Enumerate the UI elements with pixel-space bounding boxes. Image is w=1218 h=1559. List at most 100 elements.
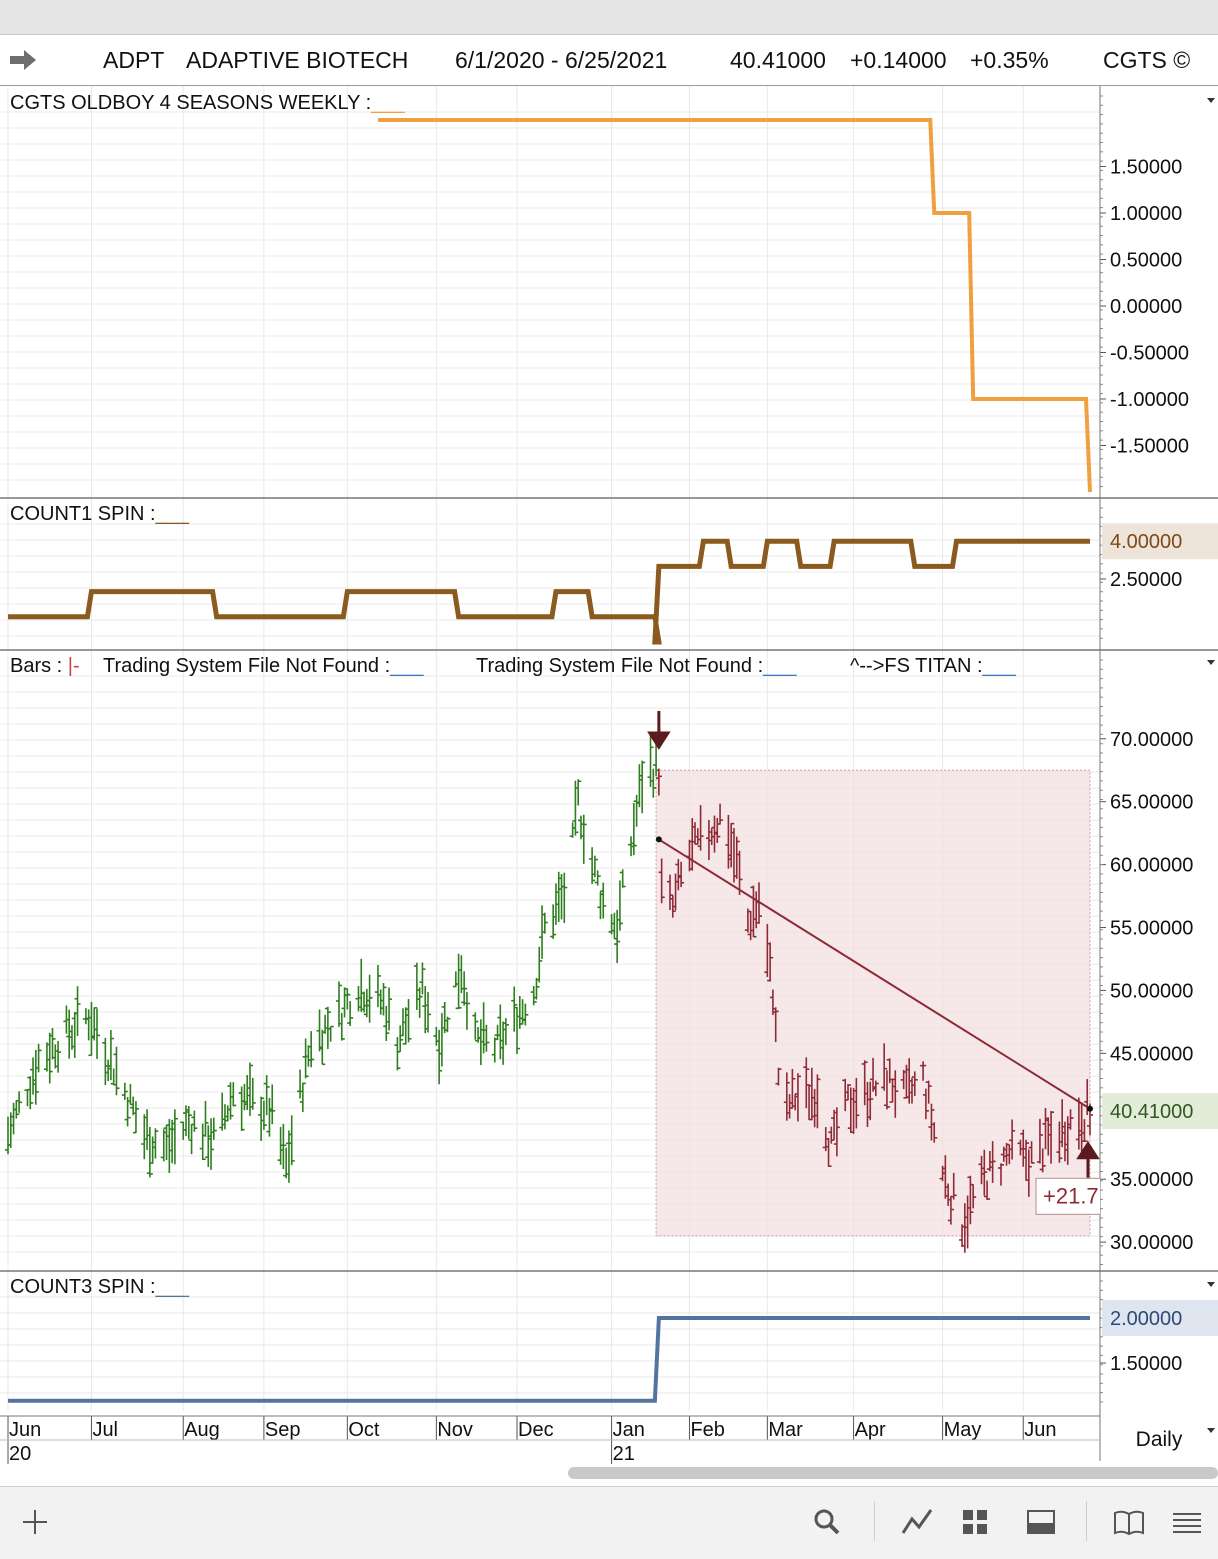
price-bar [814,1074,821,1129]
count1-last-value: 4.00000 [1110,531,1182,553]
svg-text:Bars : |-: Bars : |- [10,655,80,677]
price-bar [853,1077,860,1129]
price-bar [697,805,704,851]
quote-header: ADPT ADAPTIVE BIOTECH 6/1/2020 - 6/25/20… [0,35,1218,86]
book-icon[interactable] [1112,1505,1146,1539]
price-bar [249,1077,256,1110]
pane3-system1-label: Trading System File Not Found : [103,655,390,677]
price-bar [202,1100,209,1137]
date-range: 6/1/2020 - 6/25/2021 [455,47,668,73]
last-price: 40.41000 [730,47,826,73]
price-bar [861,1060,868,1106]
y-axis-label: 60.00000 [1110,855,1193,877]
x-axis-month-label: Jun [9,1419,41,1441]
bottom-toolbar [0,1486,1218,1559]
price-bar [1028,1141,1035,1164]
profit-label-group: +21.7 [1035,1177,1100,1215]
price-bar [94,1008,101,1059]
price-bar [299,1082,306,1113]
price-bar [892,1070,899,1118]
price-bar [630,803,637,856]
forward-arrow-icon[interactable] [8,49,38,71]
price-bar [789,1068,796,1109]
pane3-titan-label: ^-->FS TITAN : [850,655,983,677]
price-bar [594,870,601,886]
price-bar [327,1025,334,1042]
chart-area[interactable]: 1.50000 1.00000 0.50000 0.00000 -0.50000 -1.0… [0,86,1218,1464]
pane-menu-icon[interactable] [1207,1282,1215,1287]
price-bar [405,999,412,1043]
price-bar [35,1043,42,1073]
svg-text:COUNT3 SPIN :___: COUNT3 SPIN :___ [10,1276,190,1298]
price-bar [511,986,518,1032]
price-bar [338,1013,345,1041]
price-bar [1023,1139,1030,1181]
price-bar [561,872,568,924]
menu-icon[interactable] [1170,1505,1204,1539]
price-bar [455,953,462,1010]
x-axis-month-label: Aug [184,1419,220,1441]
price-bar [772,1007,779,1043]
price-bar [263,1075,270,1116]
price-bar [750,885,757,938]
price-bar [502,1018,509,1046]
x-axis-month-label: Jul [92,1419,118,1441]
price-bar [74,986,81,1036]
price-bar [872,1080,879,1097]
price-bar [989,1141,996,1183]
price-bar [825,1137,832,1167]
search-icon[interactable] [810,1505,844,1539]
y-axis-label: 2.50000 [1110,569,1182,591]
panel-icon[interactable] [1024,1505,1058,1539]
add-icon[interactable] [18,1505,52,1539]
y-axis-label: 35.00000 [1110,1169,1193,1191]
price-bar [463,991,470,1030]
pane-menu-icon[interactable] [1207,98,1215,103]
price-bar [920,1061,927,1081]
price-bar [308,1031,315,1068]
price-bar [1039,1148,1046,1173]
price-bar [49,1028,56,1060]
price-bar [210,1117,217,1140]
price-bar [208,1118,215,1170]
draw-icon[interactable] [900,1505,934,1539]
y-axis-label: 1.50000 [1110,1353,1182,1375]
y-axis-label: -0.50000 [1110,343,1189,365]
period-selector[interactable]: Daily [1100,1416,1218,1460]
x-axis-year-label: 20 [9,1443,31,1464]
x-axis-month-label: Sep [265,1419,301,1441]
count3-last-value-background [1102,1300,1218,1336]
pane3-system2-label: Trading System File Not Found : [476,655,763,677]
price-change: +0.14000 [850,47,947,73]
svg-text:Trading System File Not Found: Trading System File Not Found :___ [103,655,424,677]
price-bar [132,1101,139,1134]
x-axis-month-label: Nov [437,1419,473,1441]
horizontal-scrollbar[interactable] [568,1467,1218,1479]
price-bar [152,1128,159,1159]
brand-label: CGTS © [1103,47,1191,73]
pane-menu-icon[interactable] [1207,1428,1215,1433]
price-bar [536,946,543,983]
price-last-value-background [1102,1093,1218,1130]
price-bar [619,869,626,888]
price-bar [728,822,735,868]
count1-spin-line [8,538,1090,645]
price-bar [947,1195,954,1225]
grid-icon[interactable] [958,1505,992,1539]
price-bar [678,861,685,888]
price-bar [386,987,393,1031]
pane-menu-icon[interactable] [1207,660,1215,665]
price-bar [260,1100,267,1130]
trade-range-box [655,769,1091,1237]
price-bar [950,1172,957,1200]
x-axis-month-label: Jun [1024,1419,1056,1441]
pane2-blank: ___ [155,503,190,525]
y-axis-label: -1.00000 [1110,389,1189,411]
svg-text:COUNT1 SPIN :___: COUNT1 SPIN :___ [10,503,190,525]
pane2-title: COUNT1 SPIN : [10,503,156,525]
count3-last-value: 2.00000 [1110,1308,1182,1330]
price-bar [1036,1118,1043,1164]
price-bar [436,1029,443,1085]
price-bar [658,858,665,904]
price-bar [46,1032,53,1084]
